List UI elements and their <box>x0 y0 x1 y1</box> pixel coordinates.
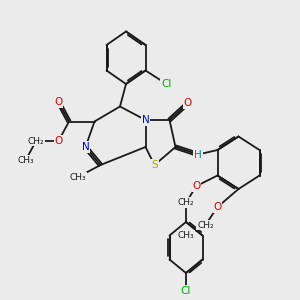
Text: CH₂: CH₂ <box>178 198 194 207</box>
Text: N: N <box>82 142 89 152</box>
Text: O: O <box>192 181 201 191</box>
Text: N: N <box>142 115 149 125</box>
Text: H: H <box>194 149 202 160</box>
Text: Cl: Cl <box>161 79 172 89</box>
Text: Cl: Cl <box>181 286 191 296</box>
Text: O: O <box>54 97 63 107</box>
Text: CH₃: CH₃ <box>70 172 86 182</box>
Text: CH₃: CH₃ <box>17 156 34 165</box>
Text: O: O <box>54 136 63 146</box>
Text: CH₂: CH₂ <box>197 220 214 230</box>
Text: O: O <box>183 98 192 109</box>
Text: CH₂: CH₂ <box>28 136 44 146</box>
Text: O: O <box>213 202 222 212</box>
Text: CH₃: CH₃ <box>178 231 194 240</box>
Text: S: S <box>151 160 158 170</box>
